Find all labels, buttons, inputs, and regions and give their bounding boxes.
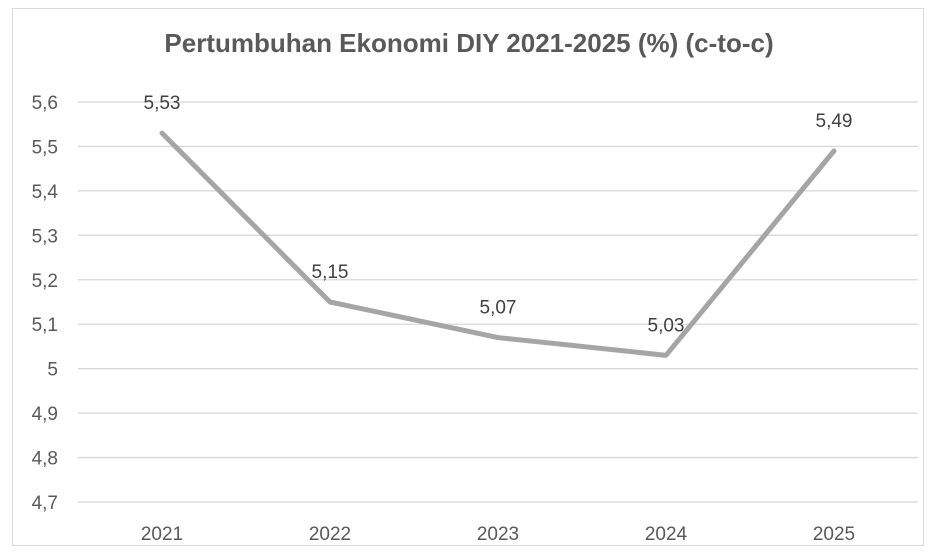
x-tick-label: 2024: [645, 524, 688, 545]
y-tick-label: 4,9: [32, 404, 58, 425]
y-tick-label: 5,5: [32, 137, 58, 158]
y-tick-label: 5,4: [32, 182, 59, 203]
y-tick-label: 5,1: [32, 315, 58, 336]
series-line: [159, 130, 837, 358]
chart-title: Pertumbuhan Ekonomi DIY 2021-2025 (%) (c…: [164, 28, 774, 58]
y-tick-label: 5,2: [32, 271, 58, 292]
x-tick-label: 2022: [309, 524, 351, 545]
y-tick-label: 4,8: [32, 449, 58, 470]
y-tick-label: 5,3: [32, 226, 58, 247]
y-tick-label: 5: [47, 360, 58, 381]
y-tick-label: 4,7: [32, 493, 58, 514]
data-label: 5,03: [648, 315, 685, 336]
chart-frame: [12, 8, 924, 546]
y-tick-label: 5,6: [32, 93, 58, 114]
data-label: 5,07: [480, 298, 517, 319]
data-label: 5,49: [816, 111, 853, 132]
x-tick-label: 2025: [813, 524, 855, 545]
data-label: 5,53: [144, 93, 181, 114]
data-label: 5,15: [312, 262, 349, 283]
x-tick-label: 2021: [141, 524, 183, 545]
x-tick-label: 2023: [477, 524, 519, 545]
